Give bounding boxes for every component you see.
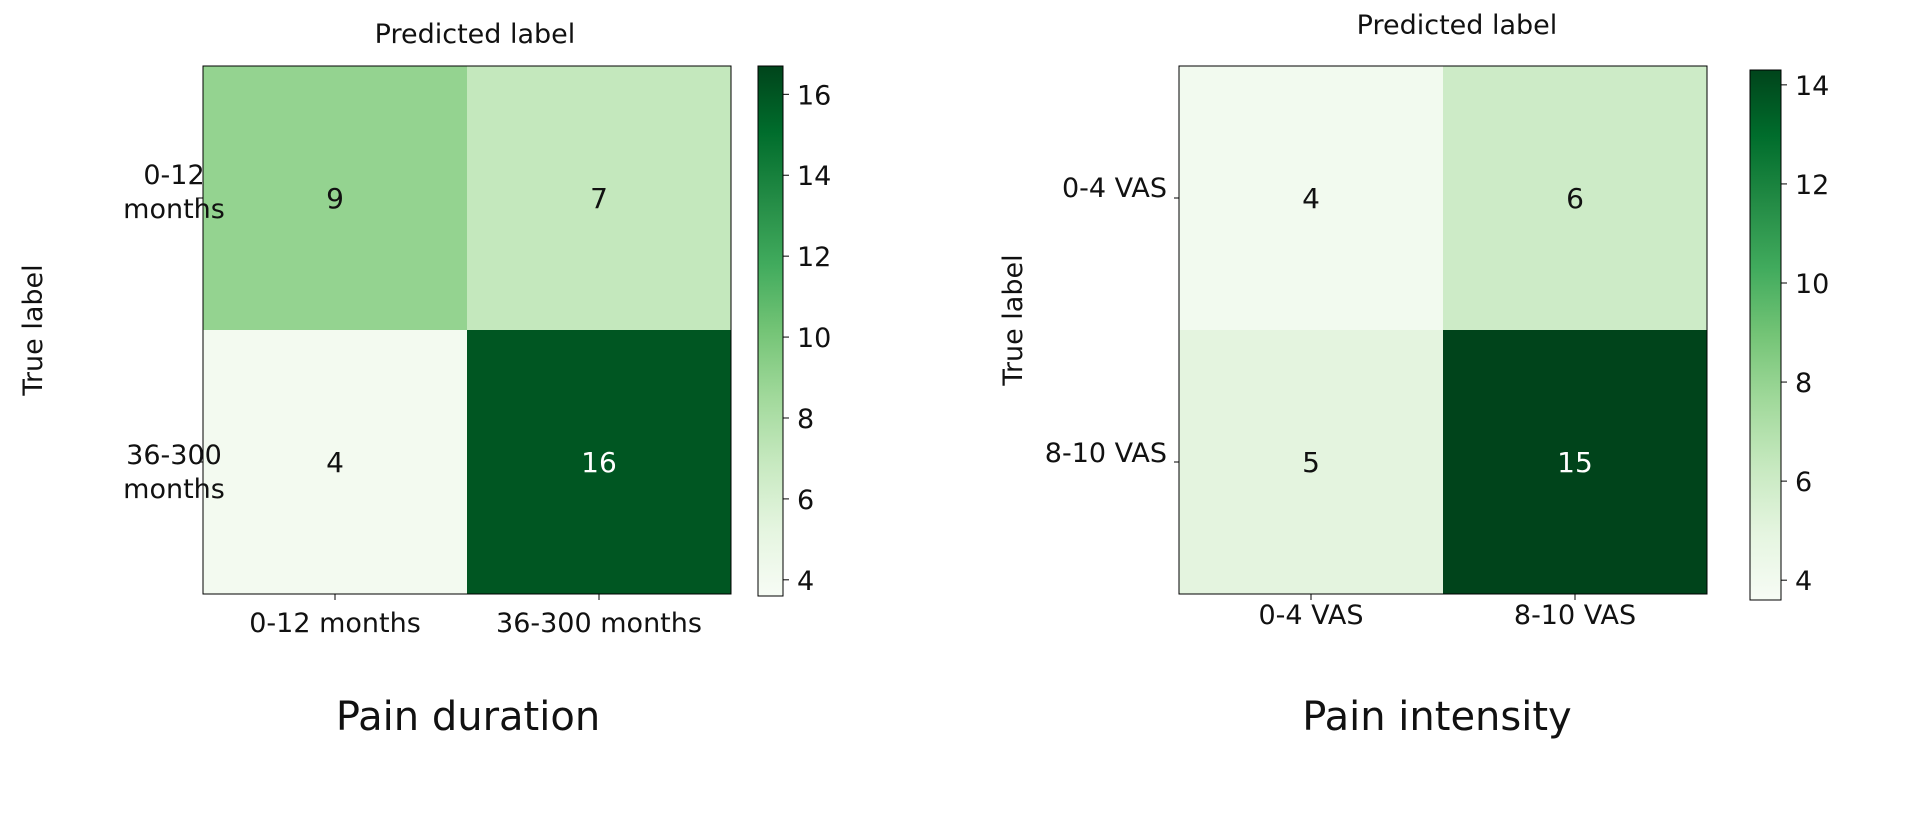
matrix-cell (1179, 66, 1443, 330)
y-tick-label: 36-300 months (123, 440, 225, 505)
matrix-cell (467, 330, 731, 594)
x-tick-label: 36-300 months (496, 608, 702, 639)
y-tick-label-line: months (123, 474, 225, 505)
matrix-cell (203, 66, 467, 330)
colorbar-tick-label: 16 (797, 80, 831, 111)
cell-value-label: 6 (1566, 182, 1584, 215)
x-tick-label: 0-4 VAS (1258, 600, 1363, 631)
cell-value-label: 4 (326, 446, 344, 479)
y-tick-label-line: 8-10 VAS (1045, 438, 1167, 469)
y-tick-label-line: months (123, 194, 225, 225)
y-axis-title: True label (18, 264, 49, 396)
colorbar-tick-label: 12 (797, 242, 831, 273)
colorbar-tick-label: 8 (1795, 368, 1812, 399)
y-tick-label-line: 0-12 (143, 160, 204, 191)
panel-title: Pain duration (336, 694, 600, 740)
cell-value-label: 7 (590, 182, 608, 215)
matrix-cell (1443, 330, 1707, 594)
colorbar-tick-label: 10 (797, 323, 831, 354)
y-tick-label-line: 0-4 VAS (1062, 173, 1167, 204)
colorbar-tick-label: 14 (797, 161, 831, 192)
y-tick-label: 8-10 VAS (1045, 438, 1167, 469)
y-tick-label-line: 36-300 (126, 440, 222, 471)
x-axis-title: Predicted label (375, 19, 576, 50)
cell-value-label: 4 (1302, 182, 1320, 215)
x-tick-label: 8-10 VAS (1514, 600, 1636, 631)
x-axis-title: Predicted label (1357, 10, 1558, 41)
cell-value-label: 16 (581, 446, 617, 479)
colorbar-tick-label: 8 (797, 404, 814, 435)
cell-value-label: 5 (1302, 446, 1320, 479)
cell-value-label: 9 (326, 182, 344, 215)
colorbar (757, 65, 784, 597)
colorbar-tick-label: 6 (1795, 467, 1812, 498)
y-tick-label: 0-4 VAS (1062, 173, 1167, 204)
colorbar-tick-label: 4 (1795, 566, 1812, 597)
y-axis-title: True label (998, 254, 1029, 386)
matrix-frame (202, 65, 732, 595)
colorbar-tick-label: 12 (1795, 170, 1829, 201)
matrix-cell (467, 66, 731, 330)
colorbar-tick-label: 6 (797, 485, 814, 516)
y-tick-label: 0-12 months (123, 160, 225, 225)
colorbar (1749, 69, 1782, 601)
colorbar-tick-label: 10 (1795, 269, 1829, 300)
confusion-matrix-pain-intensity: 4 6 5 15 0-4 VAS 8-10 VAS 0-4 VAS 8-10 VAS Predi… (998, 10, 1829, 740)
matrix-cell (1179, 330, 1443, 594)
matrix-cell (203, 330, 467, 594)
panel-title: Pain intensity (1302, 694, 1571, 740)
matrix-frame (1178, 65, 1708, 595)
cell-value-label: 15 (1557, 446, 1593, 479)
matrix-cell (1443, 66, 1707, 330)
x-tick-label: 0-12 months (249, 608, 421, 639)
colorbar-tick-label: 14 (1795, 71, 1829, 102)
colorbar-tick-label: 4 (797, 566, 814, 597)
